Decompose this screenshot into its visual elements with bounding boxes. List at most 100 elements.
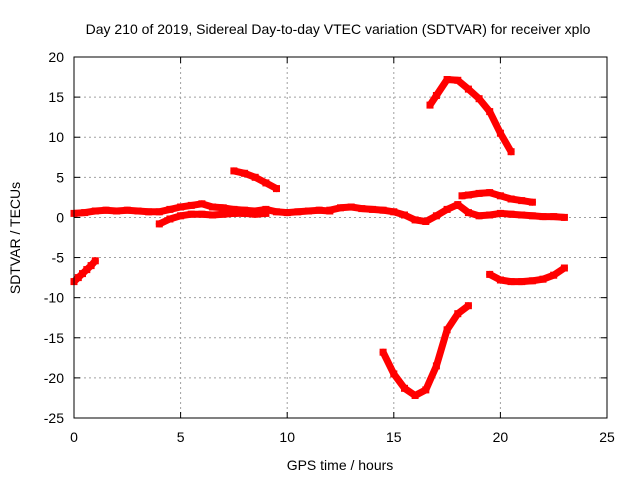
data-point bbox=[464, 85, 472, 93]
data-point bbox=[518, 278, 526, 286]
data-point bbox=[230, 209, 238, 217]
grid bbox=[74, 57, 607, 418]
data-point bbox=[326, 206, 334, 214]
data-point bbox=[209, 211, 217, 219]
data-point bbox=[496, 209, 504, 217]
x-tick-label: 5 bbox=[177, 429, 185, 445]
data-point bbox=[79, 270, 86, 278]
y-tick-label: -15 bbox=[44, 330, 64, 346]
y-tick-label: 0 bbox=[56, 209, 64, 225]
data-point bbox=[390, 208, 398, 216]
data-point bbox=[550, 271, 558, 279]
data-point bbox=[177, 203, 185, 211]
x-tick-label: 20 bbox=[493, 429, 509, 445]
y-tick-label: -25 bbox=[44, 410, 64, 426]
data-point bbox=[401, 211, 408, 219]
data-point bbox=[443, 76, 451, 83]
data-point bbox=[198, 200, 206, 208]
data-point bbox=[283, 209, 291, 217]
data-point bbox=[230, 205, 238, 213]
data-point bbox=[454, 310, 462, 318]
data-point bbox=[379, 206, 387, 214]
y-tick-label: 15 bbox=[48, 89, 64, 105]
data-point bbox=[177, 212, 185, 220]
data-point bbox=[273, 208, 280, 216]
data-point bbox=[337, 204, 344, 212]
data-point bbox=[230, 167, 238, 175]
data-point bbox=[91, 257, 99, 265]
data-point bbox=[486, 211, 494, 219]
data-point bbox=[155, 208, 163, 216]
data-point bbox=[443, 205, 451, 213]
data-point bbox=[550, 213, 558, 221]
data-point bbox=[155, 220, 163, 228]
data-point bbox=[464, 191, 472, 199]
data-point bbox=[187, 210, 195, 218]
data-point bbox=[251, 210, 259, 218]
data-point bbox=[518, 197, 526, 205]
data-point bbox=[166, 205, 174, 213]
data-point bbox=[411, 216, 419, 224]
data-point bbox=[74, 274, 82, 282]
y-tick-label: 20 bbox=[48, 49, 64, 65]
data-point bbox=[507, 148, 515, 156]
data-point bbox=[496, 276, 504, 284]
y-tick-label: 5 bbox=[56, 169, 64, 185]
y-tick-label: -10 bbox=[44, 290, 64, 306]
data-point bbox=[390, 370, 398, 378]
data-point bbox=[475, 212, 483, 220]
data-point bbox=[145, 208, 153, 216]
data-point bbox=[166, 215, 174, 223]
data-point bbox=[454, 201, 462, 209]
data-point bbox=[486, 270, 494, 278]
data-series bbox=[70, 76, 568, 399]
x-tick-label: 10 bbox=[279, 429, 295, 445]
x-tick-label: 25 bbox=[599, 429, 615, 445]
data-point bbox=[443, 326, 451, 334]
data-point bbox=[411, 392, 419, 399]
data-point bbox=[426, 101, 434, 109]
data-point bbox=[507, 210, 515, 218]
data-point bbox=[422, 386, 430, 394]
data-point bbox=[241, 209, 249, 217]
data-point bbox=[83, 266, 91, 274]
data-point bbox=[507, 278, 515, 286]
chart-title: Day 210 of 2019, Sidereal Day-to-day VTE… bbox=[86, 21, 591, 37]
data-point bbox=[432, 92, 440, 99]
y-tick-label: -5 bbox=[52, 250, 65, 266]
data-point bbox=[475, 189, 483, 197]
data-point bbox=[496, 192, 504, 200]
ticks: 0 5 10 15 20 25 -25 -20 -15 -10 -5 0 5 10 15 20 bbox=[44, 49, 615, 445]
data-point bbox=[464, 302, 472, 310]
data-point bbox=[219, 210, 227, 218]
data-point bbox=[251, 173, 259, 181]
data-point bbox=[347, 203, 355, 211]
data-point bbox=[187, 201, 195, 209]
data-point bbox=[262, 179, 270, 187]
data-point bbox=[198, 210, 206, 218]
data-point bbox=[262, 205, 270, 213]
data-point bbox=[496, 129, 504, 137]
data-point bbox=[528, 198, 536, 206]
data-point bbox=[401, 384, 408, 392]
data-point bbox=[369, 205, 376, 213]
x-axis-label: GPS time / hours bbox=[287, 457, 394, 473]
data-point bbox=[432, 212, 440, 220]
data-point bbox=[294, 208, 302, 216]
data-point bbox=[81, 209, 89, 217]
data-point bbox=[539, 213, 547, 221]
data-point bbox=[458, 192, 466, 200]
y-tick-label: -20 bbox=[44, 370, 64, 386]
data-point bbox=[379, 348, 387, 356]
plot-frame bbox=[73, 56, 608, 419]
data-point bbox=[113, 207, 121, 215]
data-point bbox=[241, 169, 249, 177]
data-point bbox=[507, 195, 515, 203]
data-point bbox=[518, 211, 526, 219]
data-point bbox=[315, 206, 323, 214]
y-tick-label: 10 bbox=[48, 129, 64, 145]
x-tick-label: 0 bbox=[70, 429, 78, 445]
data-point bbox=[87, 262, 95, 270]
